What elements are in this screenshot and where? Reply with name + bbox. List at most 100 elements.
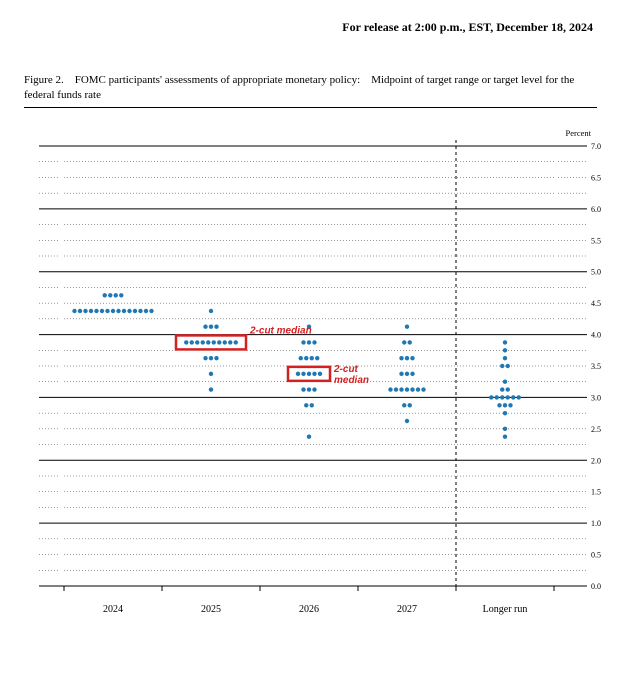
fomc-dot (405, 387, 409, 391)
figure-title-block: Figure 2. FOMC participants' assessments… (24, 73, 597, 108)
fomc-dot (503, 379, 507, 383)
ytick-label: 1.0 (591, 519, 601, 528)
fomc-dot (304, 403, 308, 407)
fomc-dot (89, 308, 93, 312)
fomc-dot (500, 363, 504, 367)
fomc-dot (94, 308, 98, 312)
x-category-label: 2026 (299, 604, 319, 615)
dot-plot-svg: 0.00.51.01.52.02.53.03.54.04.55.05.56.06… (24, 116, 597, 636)
fomc-dot (116, 308, 120, 312)
fomc-dot (214, 324, 218, 328)
ytick-label: 1.5 (591, 487, 601, 496)
ytick-label: 4.0 (591, 330, 601, 339)
fomc-dot (315, 356, 319, 360)
fomc-dot (100, 308, 104, 312)
fomc-dot (312, 340, 316, 344)
fomc-dot (503, 348, 507, 352)
fomc-dot (410, 387, 414, 391)
ytick-label: 0.5 (591, 550, 601, 559)
fomc-dot (310, 403, 314, 407)
ytick-label: 4.5 (591, 299, 601, 308)
fomc-dot (209, 387, 213, 391)
fomc-dot (72, 308, 76, 312)
annotation-label: median (334, 375, 369, 386)
fomc-dot (399, 371, 403, 375)
fomc-dot (144, 308, 148, 312)
fomc-dot (127, 308, 131, 312)
fomc-dot (500, 395, 504, 399)
fomc-dot (405, 371, 409, 375)
fomc-dot (506, 387, 510, 391)
fomc-dot (299, 356, 303, 360)
ytick-label: 5.5 (591, 236, 601, 245)
fomc-dot (503, 434, 507, 438)
fomc-dot (206, 340, 210, 344)
fomc-dot (203, 356, 207, 360)
ytick-label: 0.0 (591, 582, 601, 591)
fomc-dot (209, 371, 213, 375)
fomc-dot (503, 340, 507, 344)
x-category-label: 2024 (103, 604, 123, 615)
fomc-dot (497, 403, 501, 407)
x-category-label: 2027 (397, 604, 417, 615)
fomc-dot (83, 308, 87, 312)
fomc-dot (212, 340, 216, 344)
fomc-dot (508, 403, 512, 407)
fomc-dot (217, 340, 221, 344)
fomc-dot (421, 387, 425, 391)
fomc-dot (111, 308, 115, 312)
fomc-dot (223, 340, 227, 344)
ytick-label: 2.5 (591, 425, 601, 434)
figure-caption: Figure 2. FOMC participants' assessments… (24, 73, 597, 103)
fomc-dot (310, 356, 314, 360)
ytick-label: 3.5 (591, 362, 601, 371)
fomc-dot (301, 387, 305, 391)
fomc-dot (408, 340, 412, 344)
figure-page: For release at 2:00 p.m., EST, December … (0, 0, 621, 680)
fomc-dot (408, 403, 412, 407)
fomc-dot (506, 363, 510, 367)
fomc-dot (138, 308, 142, 312)
fomc-dot (511, 395, 515, 399)
fomc-dot (149, 308, 153, 312)
fomc-dot (503, 403, 507, 407)
fomc-dot (234, 340, 238, 344)
fomc-dot (307, 387, 311, 391)
fomc-dot (296, 371, 300, 375)
fomc-dot (203, 324, 207, 328)
fomc-dot (489, 395, 493, 399)
fomc-dot (105, 308, 109, 312)
annotation-label: 2-cut (333, 364, 359, 375)
fomc-dot (405, 356, 409, 360)
fomc-dot (503, 426, 507, 430)
fomc-dot (304, 356, 308, 360)
ytick-label: 6.5 (591, 173, 601, 182)
y-axis-label: Percent (566, 128, 592, 138)
x-category-label: Longer run (483, 604, 528, 615)
fomc-dot (312, 387, 316, 391)
fomc-dot (209, 308, 213, 312)
fomc-dot (190, 340, 194, 344)
fomc-dot (78, 308, 82, 312)
fomc-dot (503, 356, 507, 360)
fomc-dot (495, 395, 499, 399)
ytick-label: 6.0 (591, 205, 601, 214)
fomc-dot (201, 340, 205, 344)
fomc-dot (506, 395, 510, 399)
fomc-dot (108, 293, 112, 297)
fomc-dot (318, 371, 322, 375)
x-category-label: 2025 (201, 604, 221, 615)
fomc-dot (184, 340, 188, 344)
ytick-label: 7.0 (591, 142, 601, 151)
fomc-dot (103, 293, 107, 297)
fomc-dot (307, 434, 311, 438)
fomc-dot (394, 387, 398, 391)
fomc-dot (312, 371, 316, 375)
fomc-dot (307, 371, 311, 375)
fomc-dot (214, 356, 218, 360)
annotation-label: 2-cut median (249, 325, 312, 336)
fomc-dot (410, 356, 414, 360)
ytick-label: 3.0 (591, 393, 601, 402)
fomc-dot (405, 418, 409, 422)
fomc-dot (195, 340, 199, 344)
